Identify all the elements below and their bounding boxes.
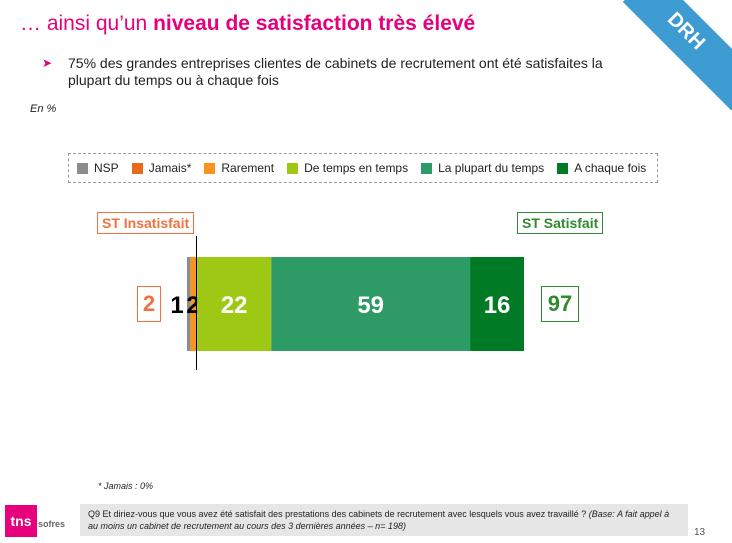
legend-swatch (131, 162, 143, 174)
legend-item: A chaque fois (557, 161, 646, 175)
legend-item: NSP (77, 161, 119, 175)
chart-legend: NSP Jamais* Rarement De temps en temps La pl… (68, 153, 658, 183)
bar-value-label: 22 (221, 292, 248, 319)
page-title: … ainsi qu’un niveau de satisfaction trè… (20, 12, 475, 36)
bar-value-label: 16 (484, 292, 511, 319)
question-box: Q9 Et diriez-vous que vous avez été sati… (80, 504, 688, 536)
legend-item: Jamais* (131, 161, 192, 175)
legend-swatch (287, 162, 299, 174)
legend-swatch (204, 162, 216, 174)
st-insatisfait-label: ST Insatisfait (97, 212, 195, 234)
title-prefix: … ainsi qu’un (20, 12, 154, 35)
legend-swatch (557, 162, 569, 174)
legend-item: Rarement (204, 161, 274, 175)
legend-label: La plupart du temps (438, 161, 545, 175)
divider-line (196, 236, 197, 370)
question-text: Q9 Et diriez-vous que vous avez été sati… (88, 509, 589, 519)
legend-swatch (77, 162, 88, 174)
bar-value-label: 1 (170, 292, 183, 319)
legend-swatch (421, 162, 433, 174)
bullet-text: 75% des grandes entreprises clientes de … (68, 55, 603, 88)
legend-label: Jamais* (148, 161, 192, 175)
st-satisfait-value: 97 (541, 286, 579, 322)
page-number: 13 (694, 527, 706, 538)
bar-value-label: 59 (357, 292, 384, 319)
logo-sub: sofres (38, 519, 66, 529)
bar-segment (187, 257, 191, 351)
logo-main: tns (5, 505, 37, 537)
bar-segment (197, 257, 272, 351)
bar-segment (190, 257, 198, 351)
unit-label: En % (30, 103, 57, 115)
bar-segment (470, 257, 524, 351)
legend-label: A chaque fois (574, 161, 647, 175)
bar-segment (271, 257, 471, 351)
legend-label: NSP (94, 161, 119, 175)
question-base: (Base: A fait appel à au moins un cabine… (88, 509, 670, 531)
st-satisfait-label: ST Satisfait (517, 212, 604, 234)
title-bold: niveau de satisfaction très élevé (153, 12, 476, 35)
legend-item: De temps en temps (287, 161, 408, 175)
st-insatisfait-value: 2 (137, 286, 161, 322)
legend-label: Rarement (221, 161, 275, 175)
legend-label: De temps en temps (304, 161, 409, 175)
footnote: * Jamais : 0% (98, 481, 154, 491)
legend-item: La plupart du temps (421, 161, 544, 175)
tns-sofres-logo: tns sofres (5, 505, 67, 537)
bullet-arrow-icon: ➤ (42, 56, 53, 70)
